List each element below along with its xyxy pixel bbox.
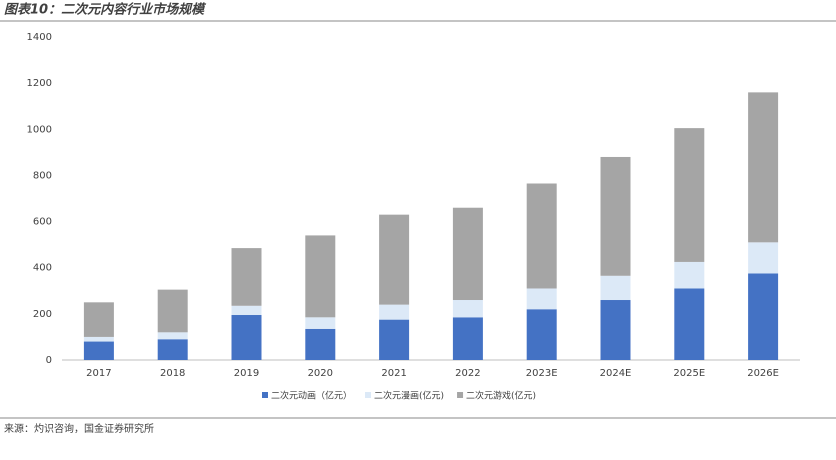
y-tick-label: 0 <box>46 355 52 366</box>
bar-segment <box>526 183 557 289</box>
bar-segment <box>600 275 631 301</box>
x-tick-label: 2017 <box>86 368 111 379</box>
bar-segment <box>674 261 705 289</box>
bar-segment <box>157 289 188 333</box>
source-note: 来源：灼识咨询，国金证券研究所 <box>4 422 154 435</box>
x-tick-label: 2019 <box>234 368 259 379</box>
legend-label: 二次元动画（亿元） <box>271 390 352 402</box>
bar-segment <box>231 248 262 306</box>
legend-label: 二次元游戏(亿元) <box>466 390 536 402</box>
y-tick-label: 600 <box>33 217 52 228</box>
bar-segment <box>231 315 262 360</box>
bar-segment <box>452 207 483 301</box>
x-tick-label: 2022 <box>455 368 480 379</box>
x-tick-label: 2023E <box>526 368 558 379</box>
bar-segment <box>748 92 779 243</box>
bar-segment <box>305 235 336 318</box>
x-tick-label: 2018 <box>160 368 185 379</box>
y-tick-label: 1400 <box>27 32 52 43</box>
bar-segment <box>157 339 188 360</box>
bar-segment <box>748 273 779 360</box>
bar-segment <box>379 319 410 360</box>
bar-segment <box>83 302 114 337</box>
y-tick-label: 200 <box>33 309 52 320</box>
bar-segment <box>748 242 779 274</box>
bar-segment <box>674 128 705 262</box>
x-tick-label: 2026E <box>747 368 779 379</box>
x-tick-label: 2025E <box>673 368 705 379</box>
x-tick-label: 2024E <box>600 368 632 379</box>
legend-swatch <box>365 392 372 398</box>
bar-segment <box>157 332 188 340</box>
bar-segment <box>526 309 557 360</box>
bar-segment <box>452 300 483 318</box>
bar-segment <box>600 300 631 360</box>
bar-segment <box>526 288 557 310</box>
y-tick-label: 1200 <box>27 78 52 89</box>
bar-segment <box>379 304 410 320</box>
bar-segment <box>83 336 114 342</box>
bar-segment <box>83 341 114 360</box>
y-tick-label: 1000 <box>27 124 52 135</box>
legend-swatch <box>262 392 268 398</box>
legend-label: 二次元漫画(亿元) <box>374 390 444 402</box>
bar-segment <box>305 317 336 329</box>
legend-swatch <box>457 392 464 398</box>
chart-title: 图表10：二次元内容行业市场规模 <box>4 2 207 18</box>
bar-segment <box>452 317 483 360</box>
bar-segment <box>600 156 631 276</box>
bar-segment <box>674 288 705 360</box>
bar-segment <box>305 328 336 360</box>
y-tick-label: 800 <box>33 170 52 181</box>
x-tick-label: 2020 <box>308 368 333 379</box>
y-tick-label: 400 <box>33 263 52 274</box>
bar-segment <box>379 214 410 305</box>
x-tick-label: 2021 <box>381 368 406 379</box>
bar-segment <box>231 305 262 316</box>
